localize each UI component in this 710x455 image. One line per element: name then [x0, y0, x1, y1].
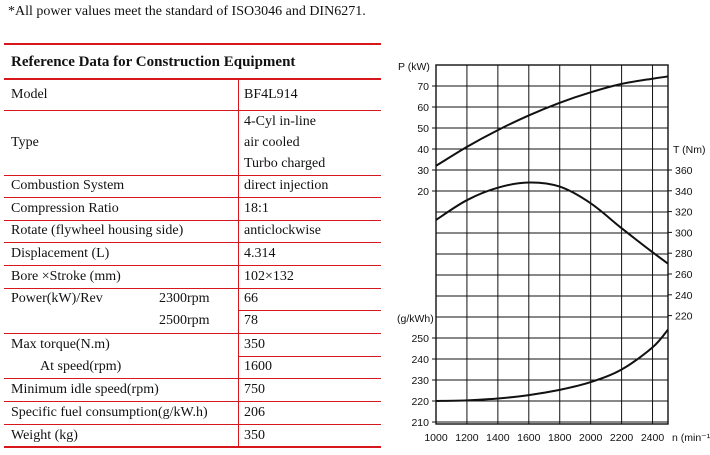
type-value-3: Turbo charged	[244, 156, 326, 171]
rpm-axis-title: n (min⁻¹)	[672, 432, 710, 444]
torque-tick-label: 220	[675, 311, 693, 323]
torque-tick-label: 300	[675, 227, 693, 239]
idle-speed-value: 750	[244, 382, 265, 397]
plot-frame	[435, 64, 669, 425]
fuel-tick-label: 240	[411, 354, 429, 366]
weight-value: 350	[244, 428, 265, 443]
model-label: Model	[11, 87, 48, 102]
compression-value: 18:1	[244, 201, 269, 216]
weight-label: Weight (kg)	[11, 428, 78, 443]
power-rpm-1: 2300rpm	[159, 291, 210, 306]
displacement-value: 4.314	[244, 246, 276, 261]
torque-tick-label: 360	[675, 165, 693, 177]
power-tick-label: 50	[417, 123, 429, 135]
power-tick-label: 20	[417, 186, 429, 198]
fuel-consumption-label: Specific fuel consumption(g/kW.h)	[11, 405, 208, 420]
torque-curve	[435, 181, 669, 265]
rpm-tick-label: 1400	[486, 432, 510, 444]
chart-labels: P (kW) 20 30 40 50 60 70 (g/kWh) 210 220 230 240 250…	[397, 61, 710, 444]
bore-stroke-label: Bore ×Stroke (mm)	[11, 269, 121, 284]
fuel-tick-label: 220	[411, 396, 429, 408]
fuel-consumption-curve	[435, 328, 669, 402]
column-divider	[238, 79, 239, 447]
fuel-tick-label: 230	[411, 375, 429, 387]
combustion-label: Combustion System	[11, 178, 125, 193]
idle-speed-label: Minimum idle speed(rpm)	[11, 382, 159, 397]
power-rev-label: Power(kW)/Rev	[11, 291, 103, 306]
rpm-tick-label: 2400	[641, 432, 665, 444]
rotate-value: anticlockwise	[244, 223, 321, 238]
rotate-label: Rotate (flywheel housing side)	[11, 223, 184, 238]
chart-curves	[435, 75, 669, 402]
power-rpm-2: 2500rpm	[159, 313, 210, 328]
rpm-tick-label: 1800	[548, 432, 572, 444]
max-torque-value: 350	[244, 337, 265, 352]
model-value: BF4L914	[244, 87, 298, 102]
displacement-label: Displacement (L)	[11, 246, 110, 261]
torque-speed-value: 1600	[244, 359, 272, 374]
fuel-axis-title: (g/kWh)	[397, 313, 434, 325]
performance-chart: P (kW) 20 30 40 50 60 70 (g/kWh) 210 220 230 240 250…	[397, 61, 710, 444]
torque-tick-label: 280	[675, 248, 693, 260]
fuel-tick-label: 210	[411, 417, 429, 429]
torque-axis-title: T (Nm)	[673, 144, 705, 156]
table-title: Reference Data for Construction Equipmen…	[11, 54, 296, 70]
power-value-2: 78	[244, 313, 258, 328]
max-torque-label: Max torque(N.m)	[11, 337, 110, 352]
rpm-tick-label: 2000	[579, 432, 603, 444]
power-value-1: 66	[244, 291, 258, 306]
table-bottom-rule	[4, 446, 381, 448]
power-axis-title: P (kW)	[398, 61, 430, 73]
rpm-tick-label: 1200	[455, 432, 479, 444]
torque-tick-label: 340	[675, 186, 693, 198]
torque-tick-label: 320	[675, 207, 693, 219]
combustion-value: direct injection	[244, 178, 329, 193]
type-label: Type	[11, 135, 39, 150]
fuel-consumption-value: 206	[244, 405, 265, 420]
compression-label: Compression Ratio	[11, 201, 119, 216]
rpm-tick-label: 2200	[610, 432, 634, 444]
power-curve	[435, 75, 669, 167]
torque-tick-label: 260	[675, 269, 693, 281]
power-tick-label: 70	[417, 81, 429, 93]
type-value-2: air cooled	[244, 135, 300, 150]
table-header-rule	[4, 78, 381, 80]
torque-speed-label: At speed(rpm)	[40, 359, 122, 374]
table-top-rule	[4, 43, 381, 45]
torque-tick-label: 240	[675, 290, 693, 302]
bore-stroke-value: 102×132	[244, 269, 294, 284]
power-tick-label: 30	[417, 165, 429, 177]
power-tick-label: 60	[417, 102, 429, 114]
rpm-tick-label: 1600	[517, 432, 541, 444]
type-value-1: 4-Cyl in-line	[244, 114, 316, 129]
fuel-tick-label: 250	[411, 333, 429, 345]
rpm-tick-label: 1000	[424, 432, 448, 444]
standards-note: *All power values meet the standard of I…	[8, 4, 366, 19]
power-tick-label: 40	[417, 144, 429, 156]
chart-grid	[432, 64, 672, 425]
